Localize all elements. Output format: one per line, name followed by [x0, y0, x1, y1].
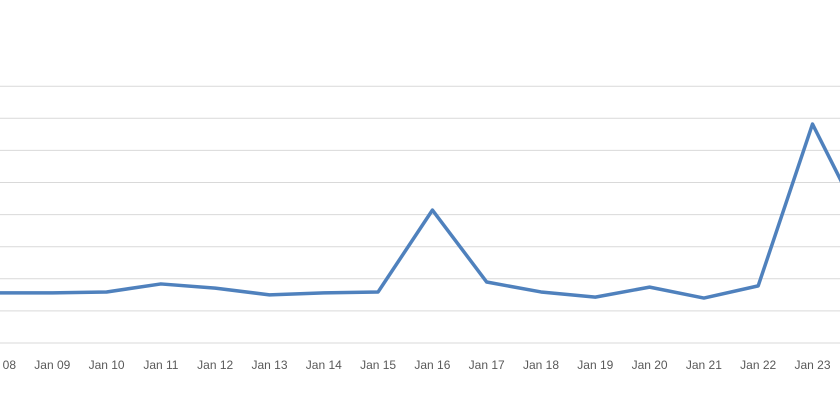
x-tick-label: Jan 18	[523, 358, 559, 372]
x-tick-label: Jan 15	[360, 358, 396, 372]
series-line	[0, 122, 840, 300]
x-tick-label: Jan 22	[740, 358, 776, 372]
x-tick-label: Jan 14	[306, 358, 342, 372]
x-tick-label: Jan 11	[143, 358, 178, 372]
x-tick-label: Jan 16	[414, 358, 450, 372]
x-tick-label: Jan 19	[577, 358, 613, 372]
x-tick-label: Jan 20	[632, 358, 668, 372]
x-tick-label: Jan 13	[251, 358, 287, 372]
x-tick-label: Jan 09	[34, 358, 70, 372]
x-tick-label: Jan 10	[89, 358, 125, 372]
x-tick-label: Jan 08	[0, 358, 16, 372]
x-tick-label: Jan 12	[197, 358, 233, 372]
x-tick-label: Jan 23	[794, 358, 830, 372]
x-tick-label: Jan 21	[686, 358, 722, 372]
x-tick-label: Jan 17	[469, 358, 505, 372]
